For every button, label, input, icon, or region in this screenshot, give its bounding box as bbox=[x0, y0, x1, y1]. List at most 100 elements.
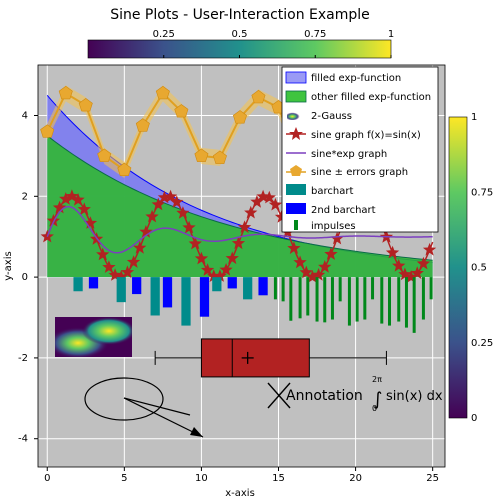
y-tick-label: -2 bbox=[18, 353, 28, 364]
y-tick-label: 0 bbox=[22, 272, 28, 283]
sine-star-marker bbox=[305, 270, 320, 283]
y-axis-ticks: -4 -2 0 2 4 bbox=[18, 111, 38, 445]
sine-errors-marker bbox=[155, 85, 170, 100]
sine-star-marker bbox=[170, 195, 184, 208]
sine-errors-marker bbox=[97, 148, 112, 162]
sine-star-marker bbox=[330, 231, 344, 245]
sine-star-marker bbox=[256, 189, 270, 203]
x-tick-label: 15 bbox=[272, 473, 285, 484]
sine-star-marker bbox=[114, 270, 128, 283]
x-tick-label: 5 bbox=[121, 473, 127, 484]
sine-star-marker bbox=[83, 216, 98, 229]
sine-exp-line bbox=[46, 205, 433, 254]
sine-star-marker bbox=[163, 189, 178, 203]
x-axis-label: x-axis bbox=[225, 488, 255, 499]
second-barchart-bar bbox=[88, 277, 99, 289]
impulse-bar bbox=[380, 277, 384, 324]
barchart-bar bbox=[116, 277, 126, 303]
sine-star-marker bbox=[182, 220, 196, 234]
sine-star-marker bbox=[139, 225, 153, 238]
sine-star-marker bbox=[398, 267, 412, 281]
sine-star-marker bbox=[422, 242, 437, 256]
sine-star-marker bbox=[410, 266, 424, 279]
legend-label-barchart: barchart bbox=[311, 186, 353, 197]
sine-errors-marker bbox=[40, 124, 55, 138]
legend-star-icon bbox=[289, 127, 303, 140]
second-barchart-bar bbox=[132, 277, 142, 295]
sine-star-marker bbox=[250, 195, 264, 208]
legend-label-impulses: impulses bbox=[311, 221, 356, 232]
impulse-bar bbox=[298, 277, 302, 319]
sine-star-marker bbox=[108, 268, 122, 281]
sine-star-marker bbox=[52, 200, 67, 214]
right-colorbar-tick-label: 0.5 bbox=[471, 263, 487, 274]
sine-errors-marker bbox=[135, 118, 150, 132]
sine-star-marker bbox=[287, 241, 301, 254]
two-gauss-image bbox=[55, 317, 132, 357]
sine-star-marker bbox=[176, 206, 190, 219]
x-axis-ticks: 0 5 10 15 20 25 bbox=[44, 467, 439, 484]
legend-swatch-other-filled-exp bbox=[285, 90, 307, 103]
legend-swatch-gauss bbox=[287, 110, 305, 120]
sine-star-marker bbox=[213, 269, 227, 282]
impulse-bar bbox=[355, 277, 359, 322]
impulse-bar bbox=[281, 277, 285, 302]
top-colorbar-tick-label: 0.25 bbox=[153, 29, 175, 40]
top-colorbar-ticks: 0.25 0.5 0.75 1 bbox=[153, 29, 394, 58]
annotation-text: Annotation bbox=[286, 388, 363, 404]
legend-label-gauss: 2-Gauss bbox=[311, 111, 352, 122]
boxplot-box bbox=[200, 338, 310, 378]
second-barchart-bar bbox=[227, 277, 237, 289]
other-filled-exp-function-line bbox=[46, 135, 433, 261]
sine-errors-marker bbox=[58, 85, 73, 100]
second-barchart-bar bbox=[258, 277, 268, 296]
svg-text:0: 0 bbox=[372, 404, 377, 413]
impulse-bar bbox=[315, 277, 319, 322]
legend-label-2nd-barchart: 2nd barchart bbox=[311, 205, 376, 216]
sine-errors-marker bbox=[212, 150, 227, 164]
barchart-bar bbox=[243, 277, 253, 300]
boxplot bbox=[154, 338, 387, 378]
legend-swatch-2nd-barchart bbox=[286, 203, 306, 214]
impulse-bar bbox=[388, 277, 391, 326]
legend: filled exp-function other filled exp-fun… bbox=[281, 66, 439, 233]
sine-star-marker bbox=[200, 263, 215, 276]
chart-title: Sine Plots - User-Interaction Example bbox=[110, 7, 370, 23]
sine-star-marker bbox=[293, 255, 307, 269]
sine-errors-marker bbox=[251, 89, 266, 104]
impulse-bar bbox=[338, 277, 342, 302]
x-tick-label: 25 bbox=[426, 473, 439, 484]
impulse-bar bbox=[330, 277, 334, 320]
sine-star-marker bbox=[219, 263, 233, 276]
sine-star-marker bbox=[299, 265, 313, 279]
legend-pentagon-icon bbox=[290, 165, 302, 176]
sine-star-marker bbox=[237, 220, 252, 233]
plot-frame bbox=[37, 64, 446, 468]
sine-star-marker bbox=[77, 202, 91, 216]
impulse-bar bbox=[289, 277, 293, 321]
impulse-bar bbox=[323, 277, 327, 323]
impulse-bar bbox=[412, 277, 416, 333]
sine-star-marker bbox=[385, 245, 400, 259]
barchart-bar bbox=[150, 277, 160, 316]
barchart-bar bbox=[212, 277, 222, 292]
second-barchart-bar bbox=[162, 277, 173, 308]
right-colorbar-tick-label: 0.25 bbox=[471, 338, 493, 349]
impulse-bar bbox=[371, 277, 375, 300]
sine-errors-marker bbox=[232, 110, 247, 124]
sine-star-marker bbox=[244, 205, 258, 219]
sine-errors-marker bbox=[194, 148, 209, 162]
sine-star-marker bbox=[126, 255, 141, 268]
x-tick-label: 0 bbox=[44, 473, 50, 484]
second-barchart-bar bbox=[199, 277, 210, 317]
top-colorbar-tick-label: 1 bbox=[388, 29, 394, 40]
right-colorbar-tick-label: 0.75 bbox=[471, 187, 493, 198]
sine-star-marker bbox=[207, 269, 221, 282]
sine-star-marker bbox=[416, 256, 431, 270]
svg-text:∫: ∫ bbox=[373, 389, 382, 410]
svg-text:2π: 2π bbox=[372, 375, 382, 384]
sine-star-marker bbox=[133, 241, 147, 254]
impulse-bar bbox=[347, 277, 351, 326]
